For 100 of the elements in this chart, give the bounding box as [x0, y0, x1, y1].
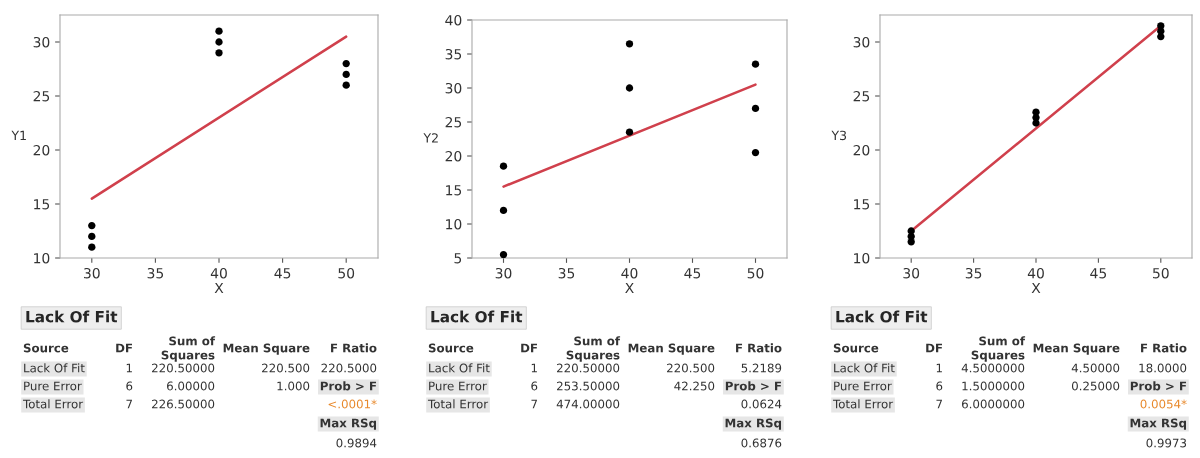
text: 7 — [936, 399, 942, 409]
x-axis-title: X — [625, 282, 634, 294]
text: Pure Error — [24, 381, 82, 391]
text: 474.00000 — [556, 399, 620, 409]
text: Lack Of Fit — [429, 363, 490, 373]
text: 1 — [531, 363, 537, 373]
x-tick-label: 50 — [338, 267, 355, 279]
x-tick-label: 50 — [747, 267, 764, 279]
text: 220.500 — [262, 363, 310, 373]
y-tick-label: 15 — [446, 185, 462, 196]
text: 6 — [531, 381, 538, 391]
text: 42.250 — [674, 381, 715, 391]
y-tick-label: 10 — [34, 252, 50, 264]
point — [215, 49, 223, 57]
y-axis-title: Y3 — [831, 130, 847, 141]
text: Total Error — [22, 399, 84, 409]
text: Lack Of Fit — [431, 310, 523, 323]
y-tick-label: 5 — [454, 253, 462, 264]
text: 0.9894 — [336, 438, 377, 448]
text: F Ratio — [736, 343, 782, 353]
text: 7 — [531, 399, 537, 409]
text: Max RSq — [320, 418, 377, 430]
text: Sum of Squares — [161, 336, 216, 362]
point — [751, 148, 760, 157]
text: 6.00000 — [167, 381, 215, 391]
text: Source — [428, 343, 474, 353]
text: 6 — [936, 381, 943, 391]
y-tick-label: 15 — [34, 199, 50, 210]
point — [907, 227, 915, 235]
point — [342, 59, 350, 68]
text: 220.50000 — [152, 363, 215, 373]
text: Source — [23, 343, 69, 353]
x-tick-label: 50 — [1153, 267, 1169, 279]
text: 0.25000 — [1071, 381, 1120, 391]
point — [499, 206, 508, 215]
text: Lack Of Fit — [26, 310, 118, 323]
x-tick-label: 30 — [495, 267, 512, 279]
y-tick-label: 15 — [854, 199, 870, 210]
text: 1 — [126, 363, 132, 373]
y-tick-label: 40 — [445, 14, 462, 26]
x-tick-label: 45 — [274, 268, 291, 279]
y-tick-label: 10 — [446, 218, 462, 230]
point — [625, 128, 634, 136]
x-tick-label: 45 — [1090, 268, 1107, 279]
text: 1 — [936, 363, 942, 373]
point — [342, 70, 350, 79]
point — [88, 221, 96, 230]
text: Lack Of Fit — [24, 363, 85, 373]
x-tick-label: 35 — [558, 267, 575, 279]
point — [751, 60, 760, 68]
point — [499, 250, 508, 258]
text: Pure Error — [429, 381, 487, 391]
x-tick-label: 30 — [84, 267, 100, 279]
text: 220.5000 — [321, 363, 377, 373]
text: 4.50000 — [1071, 363, 1120, 373]
text: Sum of Squares — [971, 336, 1026, 362]
y-tick-label: 25 — [853, 90, 870, 102]
text: Mean Square — [223, 343, 310, 355]
y-tick-label: 20 — [853, 144, 870, 156]
text: DF — [926, 343, 943, 353]
text: 0.9973 — [1146, 438, 1187, 448]
x-axis-title: X — [214, 282, 224, 294]
text: 253.50000 — [557, 381, 620, 391]
text: 6 — [126, 381, 133, 391]
text: Lack Of Fit — [834, 363, 895, 373]
point — [625, 40, 634, 48]
point — [88, 232, 96, 241]
text: DF — [521, 343, 538, 353]
x-tick-label: 35 — [965, 267, 982, 279]
text: Prob > F — [1130, 381, 1187, 391]
text: 0.0624 — [741, 399, 782, 409]
point — [625, 84, 634, 92]
point — [215, 38, 223, 46]
text: <.0001* — [328, 399, 377, 409]
text: 0.6876 — [741, 438, 782, 448]
text: Pure Error — [834, 381, 892, 391]
y-tick-label: 10 — [854, 252, 870, 264]
point — [1032, 108, 1040, 116]
text: 6.0000000 — [961, 399, 1025, 409]
x-axis-title: X — [1031, 282, 1041, 294]
x-tick-label: 35 — [147, 267, 164, 279]
x-tick-label: 40 — [1027, 267, 1044, 279]
y-tick-label: 20 — [445, 150, 462, 162]
text: Sum of Squares — [566, 336, 621, 362]
text: Max RSq — [725, 418, 782, 430]
text: 1.5000000 — [962, 381, 1025, 391]
text: 7 — [126, 399, 132, 409]
y-tick-label: 30 — [33, 36, 50, 48]
text: Mean Square — [1033, 343, 1120, 355]
y-tick-label: 30 — [445, 82, 462, 94]
y-tick-label: 35 — [445, 48, 462, 60]
text: Source — [833, 343, 879, 353]
text: 18.0000 — [1139, 363, 1187, 373]
text: Mean Square — [628, 343, 715, 355]
x-tick-label: 45 — [684, 268, 701, 279]
x-tick-label: 40 — [210, 267, 227, 279]
y-axis-title: Y1 — [11, 130, 26, 140]
text: 220.500 — [667, 363, 715, 373]
point — [88, 243, 96, 251]
point — [342, 81, 350, 89]
